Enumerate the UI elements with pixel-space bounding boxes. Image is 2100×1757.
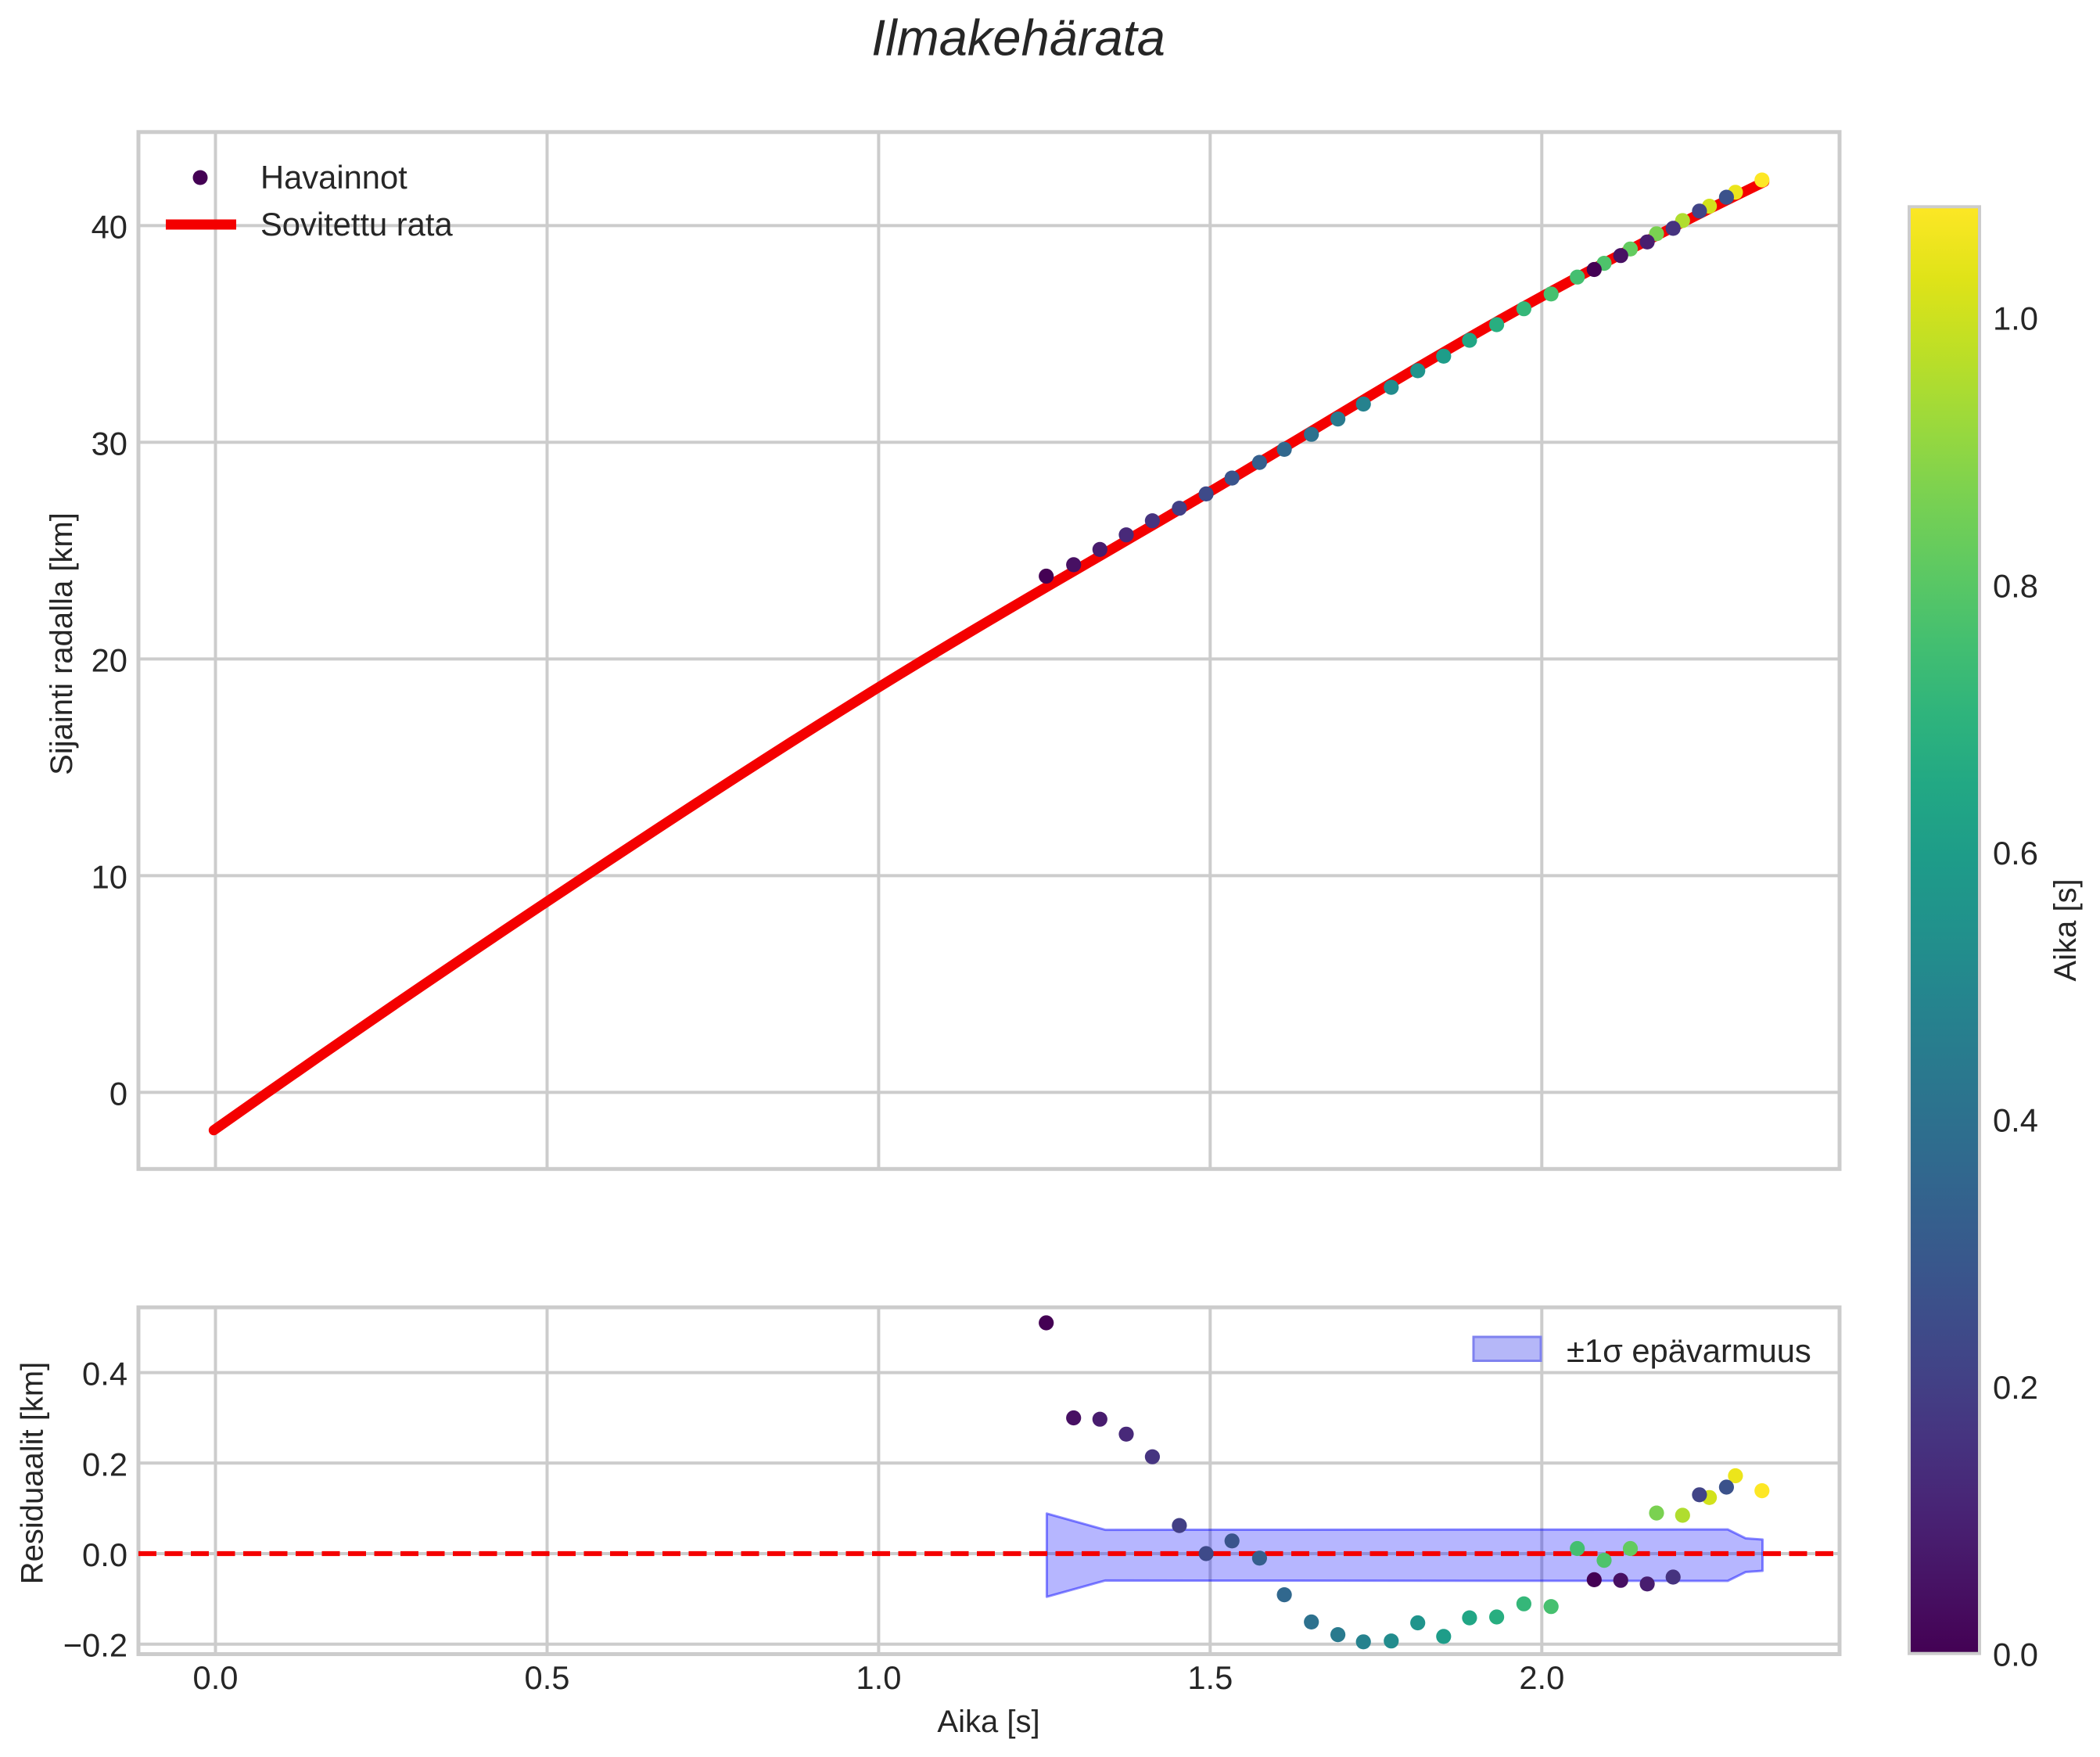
svg-text:−0.2: −0.2 [63, 1627, 127, 1664]
svg-text:10: 10 [92, 858, 127, 895]
svg-text:0.0: 0.0 [1993, 1637, 2038, 1673]
svg-text:0.5: 0.5 [525, 1659, 570, 1696]
svg-text:1.0: 1.0 [1993, 300, 2038, 337]
svg-text:0: 0 [109, 1075, 127, 1112]
svg-text:Havainnot: Havainnot [260, 159, 407, 196]
svg-text:0.0: 0.0 [82, 1536, 127, 1573]
svg-text:±1σ epävarmuus: ±1σ epävarmuus [1567, 1332, 1811, 1369]
svg-text:Sijainti radalla [km]: Sijainti radalla [km] [45, 512, 79, 775]
svg-text:0.2: 0.2 [1993, 1369, 2038, 1406]
svg-text:40: 40 [92, 208, 127, 245]
svg-text:Residuaalit [km]: Residuaalit [km] [15, 1362, 49, 1585]
svg-text:0.4: 0.4 [1993, 1102, 2038, 1139]
svg-text:1.0: 1.0 [856, 1659, 901, 1696]
svg-text:30: 30 [92, 425, 127, 462]
svg-text:20: 20 [92, 641, 127, 678]
svg-text:0.4: 0.4 [82, 1356, 127, 1392]
svg-text:1.5: 1.5 [1187, 1659, 1233, 1696]
svg-text:Ilmakehärata: Ilmakehärata [871, 9, 1165, 66]
svg-text:0.6: 0.6 [1993, 835, 2038, 871]
svg-text:0.2: 0.2 [82, 1446, 127, 1482]
svg-text:0.8: 0.8 [1993, 567, 2038, 604]
svg-text:Sovitettu rata: Sovitettu rata [260, 206, 453, 243]
svg-text:0.0: 0.0 [193, 1659, 239, 1696]
svg-text:Aika [s]: Aika [s] [937, 1705, 1039, 1739]
svg-text:Aika [s]: Aika [s] [2048, 878, 2083, 981]
svg-text:2.0: 2.0 [1519, 1659, 1564, 1696]
